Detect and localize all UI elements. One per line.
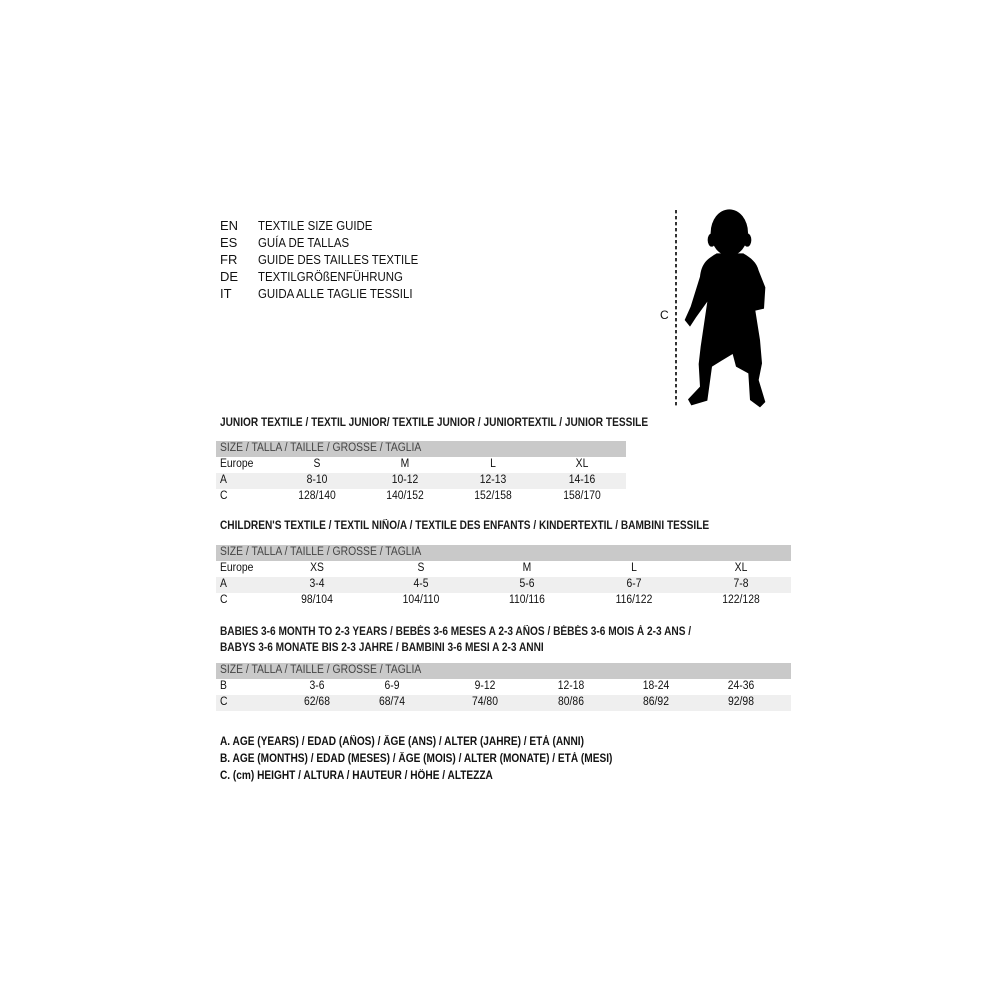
cell: 140/152 [386,490,424,502]
head-shape [710,209,748,256]
cell: M [400,458,410,470]
babies-title-line2: BABYS 3-6 MONATE BIS 2-3 JAHRE / BAMBINI… [220,642,544,654]
babies-title: BABIES 3-6 MONTH TO 2-3 YEARS / BEBÉS 3-… [220,626,692,638]
table-row: C 62/68 68/74 74/80 80/86 86/92 92/98 [216,695,791,711]
cell: XL [575,458,589,470]
cell: 158/170 [563,490,601,502]
cell: XS [310,562,324,574]
cell: 68/74 [379,696,405,708]
lang-code: DE [220,269,239,284]
row-label: Europe [220,458,254,470]
cell: 98/104 [301,594,333,606]
row-label: A [220,474,227,486]
cell: 9-12 [474,680,496,692]
cell: L [631,562,637,574]
lang-text: GUIDE DES TAILLES TEXTILE [258,252,419,267]
babies-table: SIZE / TALLA / TAILLE / GRÖSSE / TAGLIA … [216,663,791,711]
table-row: Europe XS S M L XL [216,561,791,577]
cell: M [522,562,532,574]
cell: 18-24 [642,680,670,692]
row-label: C [220,594,228,606]
cell: 8-10 [306,474,328,486]
body-shape [684,253,766,408]
children-table: SIZE / TALLA / TAILLE / GRÖSSE / TAGLIA … [216,545,791,609]
cell: 92/98 [728,696,754,708]
legend-b: B. AGE (MONTHS) / EDAD (MESES) / ÂGE (MO… [220,753,613,765]
row-label: B [220,680,227,692]
cell: 12-18 [557,680,585,692]
legend-a: A. AGE (YEARS) / EDAD (AÑOS) / ÂGE (ANS)… [220,736,584,748]
cell: 6-7 [626,578,642,590]
cell: 104/110 [402,594,440,606]
junior-title: JUNIOR TEXTILE / TEXTIL JUNIOR/ TEXTILE … [220,417,649,429]
table-header: SIZE / TALLA / TAILLE / GRÖSSE / TAGLIA [216,545,791,561]
table-row: C 98/104 104/110 110/116 116/122 122/128 [216,593,791,609]
cell: 6-9 [384,680,400,692]
table-row: A 3-4 4-5 5-6 6-7 7-8 [216,577,791,593]
lang-text: TEXTILGRÖßENFÜHRUNG [258,269,403,284]
table-header: SIZE / TALLA / TAILLE / GRÖSSE / TAGLIA [216,441,626,457]
cell: 80/86 [558,696,584,708]
table-row: Europe S M L XL [216,457,626,473]
row-label: C [220,696,228,708]
lang-text: GUÍA DE TALLAS [258,235,350,250]
cell: 14-16 [568,474,596,486]
cell: L [490,458,496,470]
cell: 122/128 [722,594,760,606]
table-row: C 128/140 140/152 152/158 158/170 [216,489,626,505]
cell: 3-4 [309,578,325,590]
cell: 12-13 [479,474,507,486]
header-text: SIZE / TALLA / TAILLE / GRÖSSE / TAGLIA [220,664,422,676]
cell: 3-6 [309,680,325,692]
cell: 24-36 [727,680,755,692]
header-text: SIZE / TALLA / TAILLE / GRÖSSE / TAGLIA [220,546,422,558]
junior-table: SIZE / TALLA / TAILLE / GRÖSSE / TAGLIA … [216,441,626,505]
table-row: A 8-10 10-12 12-13 14-16 [216,473,626,489]
cell: 116/122 [615,594,653,606]
children-title: CHILDREN'S TEXTILE / TEXTIL NIÑO/A / TEX… [220,520,710,532]
cell: 152/158 [474,490,512,502]
child-silhouette-figure [675,209,766,408]
cell: 74/80 [472,696,498,708]
table-header: SIZE / TALLA / TAILLE / GRÖSSE / TAGLIA [216,663,791,679]
cell: XL [734,562,748,574]
lang-code: ES [220,235,238,250]
cell: 110/116 [509,594,545,606]
table-row: B 3-6 6-9 9-12 12-18 18-24 24-36 [216,679,791,695]
lang-code: IT [220,286,232,301]
cell: S [417,562,425,574]
row-label: A [220,578,227,590]
measure-label: C [660,308,669,322]
row-label: C [220,490,228,502]
cell: 62/68 [304,696,330,708]
cell: 5-6 [519,578,535,590]
cell: 7-8 [733,578,749,590]
cell: 128/140 [298,490,336,502]
header-text: SIZE / TALLA / TAILLE / GRÖSSE / TAGLIA [220,442,422,454]
lang-text: TEXTILE SIZE GUIDE [258,218,373,233]
cell: 86/92 [643,696,669,708]
lang-code: EN [220,218,239,233]
row-label: Europe [220,562,254,574]
cell: S [313,458,321,470]
lang-text: GUIDA ALLE TAGLIE TESSILI [258,286,413,301]
lang-code: FR [220,252,238,267]
cell: 4-5 [413,578,429,590]
cell: 10-12 [391,474,419,486]
legend-c: C. (cm) HEIGHT / ALTURA / HAUTEUR / HÖHE… [220,770,493,782]
